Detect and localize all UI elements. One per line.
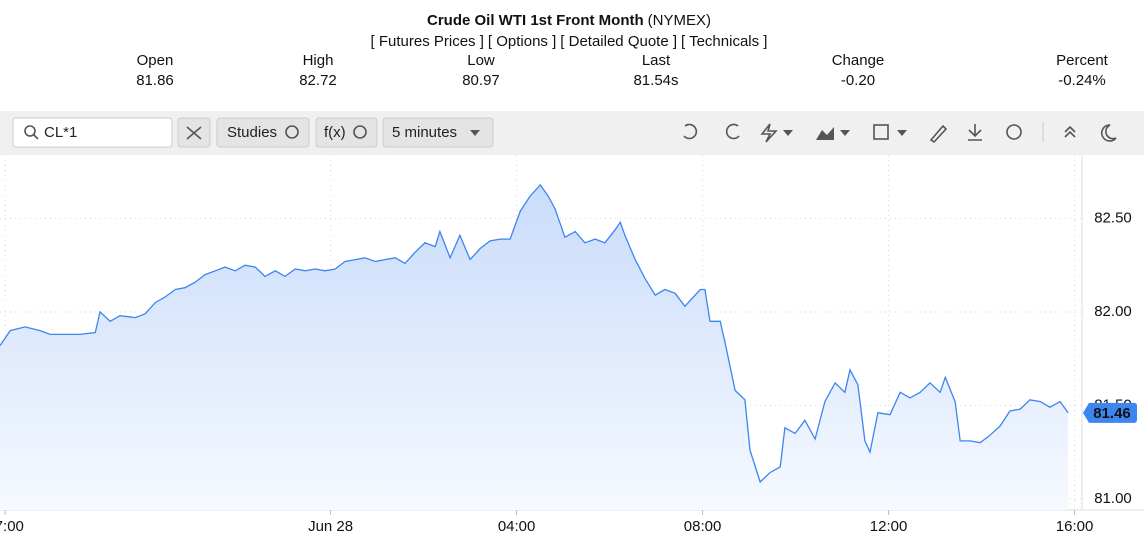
title-text: Crude Oil WTI 1st Front Month <box>427 12 644 29</box>
undo-icon[interactable] <box>683 123 698 140</box>
x-tick-label: Jun 28 <box>308 518 353 535</box>
draw-icon[interactable] <box>929 124 948 144</box>
quote-label: Last <box>642 52 671 69</box>
symbol: CL*1 <box>44 124 77 141</box>
interval-dropdown[interactable] <box>382 117 494 148</box>
caret <box>783 130 793 136</box>
price-line <box>0 183 1069 484</box>
events-icon[interactable] <box>760 123 778 143</box>
quote-label: Open <box>137 52 174 69</box>
toolbar-controls: CL*1 Studies f(x) 5 minutes <box>12 117 1117 148</box>
x-tick-label: 12:00 <box>870 518 908 535</box>
caret <box>840 130 850 136</box>
theme-icon[interactable] <box>1101 124 1117 142</box>
collapse-icon[interactable] <box>1064 125 1076 138</box>
studies-button[interactable] <box>216 117 310 148</box>
quote-value: 81.86 <box>136 72 174 89</box>
link[interactable]: [ Detailed Quote ] <box>560 33 677 50</box>
download-icon[interactable] <box>968 124 982 141</box>
link[interactable]: [ Options ] <box>488 33 556 50</box>
y-tick-label: 82.00 <box>1094 303 1132 320</box>
search-icon <box>24 125 36 137</box>
y-tick-label: 81.00 <box>1094 490 1132 507</box>
quote-value: 82.72 <box>299 72 337 89</box>
plus-icon <box>353 125 367 139</box>
area <box>0 184 1069 510</box>
link[interactable]: [ Futures Prices ] <box>371 33 484 50</box>
plus-icon <box>285 125 299 139</box>
links: [ Futures Prices ][ Options ][ Detailed … <box>371 33 768 50</box>
x-tick-label: 17:00 <box>0 518 24 535</box>
quote-label: Change <box>832 52 885 69</box>
exchange: (NYMEX) <box>648 12 711 29</box>
plot <box>0 155 1082 510</box>
quote-value: 80.97 <box>462 72 500 89</box>
quote-label: Percent <box>1056 52 1109 69</box>
quote-label: High <box>303 52 334 69</box>
function-label: f(x) <box>324 124 346 141</box>
studies-label: Studies <box>227 124 277 141</box>
quote: Open 81.86 High 82.72 Low 80.97 Last 81.54s Chan… <box>136 52 1108 89</box>
function-button[interactable] <box>315 117 378 148</box>
symbol-input[interactable] <box>12 117 173 148</box>
caret <box>897 130 907 136</box>
current-value-tag <box>1083 402 1137 423</box>
quote-value: -0.20 <box>841 72 875 89</box>
x-tick-label: 08:00 <box>684 518 722 535</box>
title: Crude Oil WTI 1st Front Month (NYMEX) <box>427 12 711 29</box>
quote-label: Low <box>467 52 495 69</box>
chart-type-icon[interactable] <box>816 127 834 140</box>
y-tick-label: 82.50 <box>1094 209 1132 226</box>
x-tick-label: 16:00 <box>1056 518 1094 535</box>
x-tick-label: 04:00 <box>498 518 536 535</box>
quote-value: -0.24% <box>1058 72 1106 89</box>
quote-value: 81.54s <box>633 72 678 89</box>
settings-icon[interactable] <box>1006 124 1022 140</box>
search-icon <box>33 134 39 140</box>
redo-icon[interactable] <box>725 123 740 140</box>
shuffle-icon <box>186 126 202 140</box>
interval-label: 5 minutes <box>392 124 457 141</box>
current-value-label: 81.46 <box>1093 405 1131 422</box>
caret <box>470 130 480 136</box>
link[interactable]: [ Technicals ] <box>681 33 767 50</box>
display-icon[interactable] <box>873 124 889 140</box>
